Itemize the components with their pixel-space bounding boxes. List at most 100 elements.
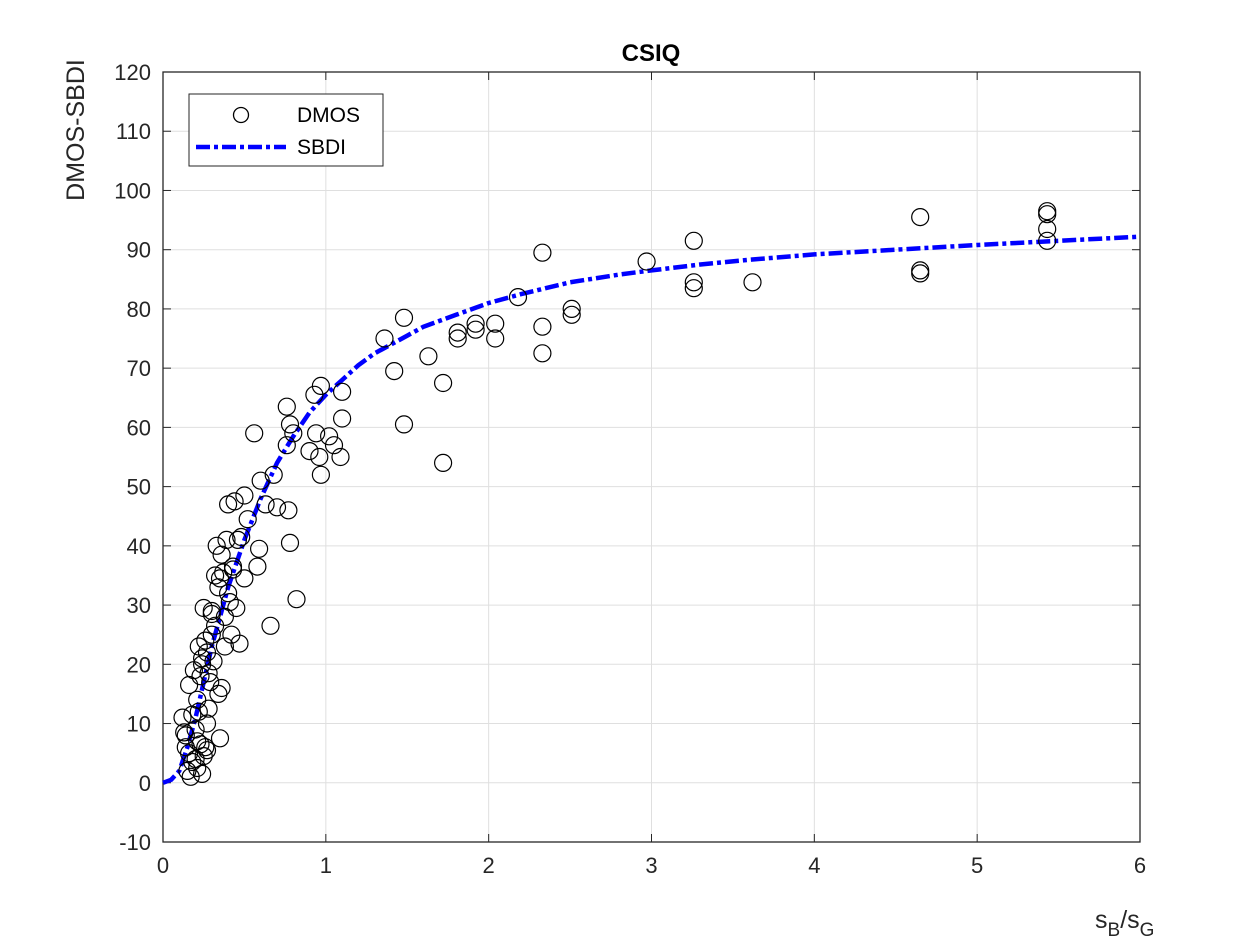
dmos-point bbox=[385, 362, 404, 381]
x-label-sep: /s bbox=[1120, 906, 1139, 934]
dmos-point bbox=[210, 729, 230, 748]
dmos-point bbox=[1038, 231, 1057, 250]
y-tick-labels: -10 0 10 20 30 40 50 60 70 80 90 100 110 120 bbox=[114, 60, 151, 855]
x-tick-labels: 0 1 2 3 4 5 6 bbox=[157, 853, 1146, 878]
y-tick-label: -10 bbox=[119, 830, 151, 855]
dmos-point bbox=[209, 684, 228, 704]
dmos-point bbox=[394, 415, 414, 434]
dmos-point bbox=[466, 320, 485, 339]
dmos-point bbox=[196, 631, 215, 650]
dmos-point bbox=[191, 735, 210, 754]
dmos-point bbox=[176, 726, 195, 745]
x-label-base: s bbox=[1095, 906, 1108, 934]
dmos-point bbox=[320, 427, 339, 446]
dmos-point bbox=[284, 424, 303, 443]
dmos-point bbox=[264, 465, 283, 484]
y-tick-label: 20 bbox=[127, 652, 151, 677]
dmos-point bbox=[279, 501, 298, 520]
dmos-point bbox=[202, 604, 221, 624]
dmos-point bbox=[419, 347, 438, 366]
data-points bbox=[173, 202, 1057, 786]
dmos-point bbox=[277, 397, 296, 416]
dmos-point bbox=[199, 699, 218, 718]
dmos-point bbox=[209, 578, 228, 597]
y-tick-label: 100 bbox=[114, 178, 151, 203]
dmos-point bbox=[248, 557, 267, 576]
dmos-point bbox=[1038, 205, 1057, 224]
dmos-point bbox=[533, 344, 552, 363]
dmos-point bbox=[191, 667, 210, 686]
dmos-point bbox=[562, 299, 581, 318]
dmos-point bbox=[333, 409, 352, 428]
y-tick-label: 70 bbox=[127, 356, 151, 381]
x-label-sub2: G bbox=[1140, 920, 1155, 941]
dmos-point bbox=[486, 329, 505, 348]
y-tick-label: 50 bbox=[127, 475, 151, 500]
dmos-point bbox=[911, 264, 930, 283]
y-tick-label: 60 bbox=[127, 415, 151, 440]
dmos-point bbox=[225, 492, 244, 511]
dmos-point bbox=[217, 530, 236, 550]
y-tick-label: 30 bbox=[127, 593, 151, 618]
dmos-point bbox=[277, 436, 296, 455]
dmos-point bbox=[245, 424, 264, 443]
dmos-point bbox=[235, 569, 254, 588]
dmos-point bbox=[193, 655, 212, 674]
dmos-point bbox=[280, 533, 300, 553]
dmos-point bbox=[188, 758, 207, 778]
dmos-point bbox=[448, 323, 467, 342]
x-tick-label: 5 bbox=[971, 853, 983, 878]
dmos-point bbox=[743, 273, 762, 292]
dmos-point bbox=[562, 305, 581, 324]
dmos-point bbox=[215, 607, 234, 627]
dmos-point bbox=[227, 598, 246, 618]
dmos-point bbox=[193, 649, 212, 668]
dmos-point bbox=[219, 584, 238, 603]
dmos-point bbox=[183, 752, 202, 772]
dmos-point bbox=[307, 424, 326, 443]
y-tick-label: 0 bbox=[139, 771, 151, 796]
y-tick-label: 120 bbox=[114, 60, 151, 85]
dmos-point bbox=[508, 288, 528, 307]
dmos-point bbox=[287, 590, 306, 609]
dmos-point bbox=[223, 557, 243, 576]
grid bbox=[162, 71, 1141, 843]
dmos-point bbox=[180, 744, 199, 763]
dmos-point bbox=[533, 243, 552, 262]
dmos-point bbox=[197, 643, 217, 662]
dmos-point bbox=[197, 714, 217, 733]
dmos-point bbox=[202, 625, 221, 644]
dmos-point bbox=[230, 634, 249, 653]
legend: DMOS SBDI bbox=[188, 93, 384, 167]
dmos-point bbox=[394, 308, 414, 327]
dmos-point bbox=[333, 382, 352, 401]
dmos-point bbox=[434, 373, 453, 393]
dmos-point bbox=[684, 231, 703, 250]
y-tick-label: 40 bbox=[127, 534, 151, 559]
dmos-point bbox=[197, 741, 217, 760]
legend-label-dmos: DMOS bbox=[297, 104, 360, 127]
chart-title: CSIQ bbox=[622, 40, 681, 67]
y-tick-label: 90 bbox=[127, 238, 151, 263]
dmos-point bbox=[911, 208, 930, 227]
dmos-point bbox=[207, 536, 226, 555]
dmos-point bbox=[256, 495, 275, 514]
legend-label-sbdi: SBDI bbox=[297, 136, 346, 159]
dmos-point bbox=[637, 252, 656, 271]
dmos-point bbox=[533, 317, 552, 336]
dmos-point bbox=[194, 746, 213, 766]
dmos-point bbox=[300, 442, 319, 461]
dmos-point bbox=[206, 566, 225, 585]
dmos-point bbox=[434, 453, 453, 472]
x-tick-label: 6 bbox=[1134, 853, 1146, 878]
dmos-point bbox=[684, 273, 703, 292]
x-tick-label: 4 bbox=[808, 853, 820, 878]
dmos-point bbox=[310, 447, 329, 467]
dmos-point bbox=[193, 764, 212, 784]
legend-box bbox=[188, 93, 384, 167]
y-axis-label: DMOS-SBDI bbox=[62, 59, 90, 201]
dmos-point bbox=[232, 527, 251, 547]
x-tick-label: 3 bbox=[645, 853, 657, 878]
y-tick-label: 10 bbox=[127, 712, 151, 737]
